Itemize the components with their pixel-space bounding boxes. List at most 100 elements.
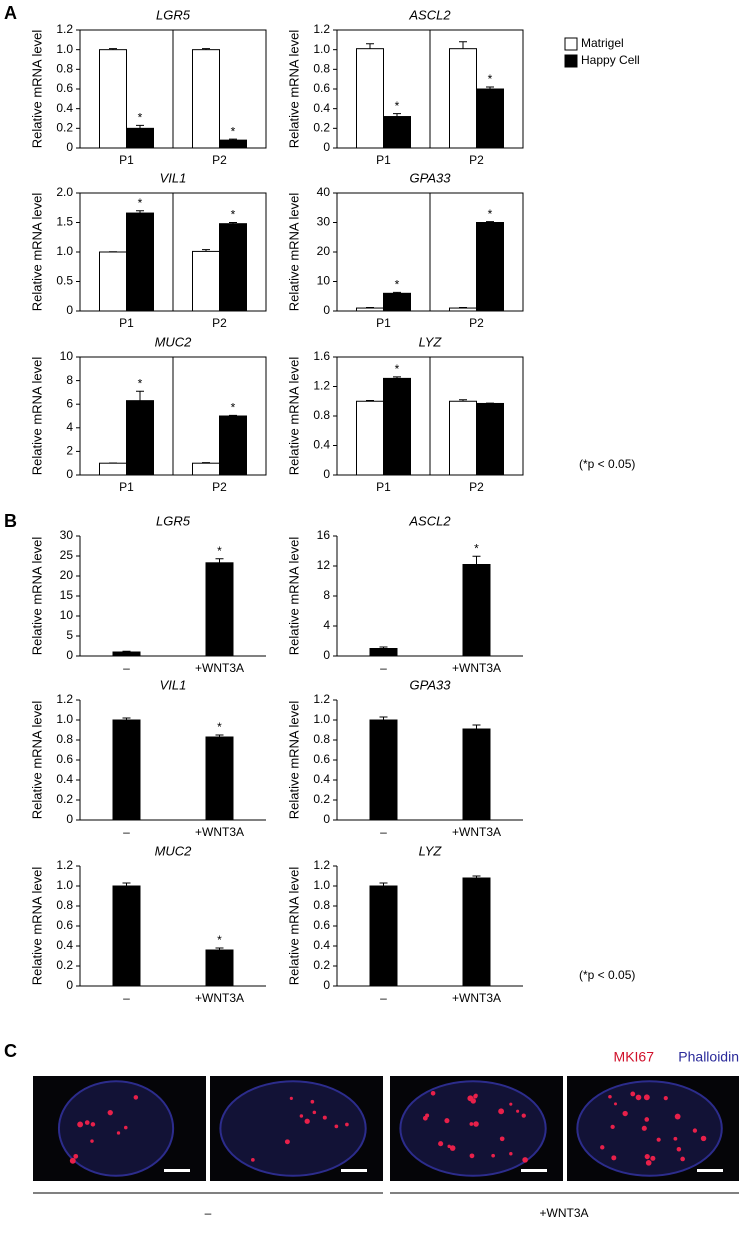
y-tick-label: 0 bbox=[66, 303, 73, 317]
x-tick-label: – bbox=[380, 991, 387, 1005]
error-bar bbox=[109, 48, 117, 50]
chart-title: VIL1 bbox=[160, 677, 187, 692]
x-tick-label: +WNT3A bbox=[195, 991, 244, 1005]
y-tick-label: 0 bbox=[323, 467, 330, 481]
nucleus-signal bbox=[284, 1139, 290, 1145]
scale-bar bbox=[521, 1169, 547, 1172]
bar bbox=[356, 400, 384, 476]
y-tick-label: 1.0 bbox=[56, 42, 73, 56]
nucleus-signal bbox=[90, 1122, 96, 1127]
y-tick-label: 1.0 bbox=[313, 712, 330, 726]
bar bbox=[369, 648, 398, 657]
y-tick-label: 0.6 bbox=[56, 81, 73, 95]
nucleus-signal bbox=[251, 1157, 255, 1162]
y-tick-label: 0.6 bbox=[56, 918, 73, 932]
bar bbox=[383, 377, 411, 476]
footnote: (*p < 0.05) bbox=[579, 457, 635, 471]
error-bar bbox=[366, 43, 374, 49]
error-bar bbox=[229, 222, 237, 224]
nucleus-signal bbox=[449, 1145, 456, 1151]
bar bbox=[449, 48, 477, 149]
bar bbox=[369, 885, 398, 987]
x-tick-label: P1 bbox=[376, 480, 391, 494]
error-bar bbox=[136, 210, 144, 214]
x-tick-label: +WNT3A bbox=[452, 661, 501, 675]
y-tick-label: 1.2 bbox=[56, 858, 73, 872]
x-tick-label: +WNT3A bbox=[195, 825, 244, 839]
y-tick-label: 1.0 bbox=[56, 712, 73, 726]
organoid bbox=[576, 1080, 723, 1177]
error-bar bbox=[393, 113, 401, 117]
significance-mark: * bbox=[217, 933, 222, 947]
bar bbox=[356, 307, 384, 312]
chart-title: GPA33 bbox=[410, 170, 452, 185]
nucleus-signal bbox=[673, 1136, 678, 1141]
error-bar bbox=[486, 86, 494, 89]
nucleus-signal bbox=[630, 1091, 636, 1097]
panel-label: C bbox=[4, 1041, 17, 1061]
nucleus-signal bbox=[622, 1110, 628, 1117]
bar bbox=[205, 736, 234, 821]
nucleus-signal bbox=[491, 1153, 495, 1158]
error-bar bbox=[366, 306, 374, 309]
nucleus-signal bbox=[521, 1113, 526, 1118]
bar bbox=[192, 250, 220, 312]
chart-title: ASCL2 bbox=[408, 7, 451, 22]
y-tick-label: 8 bbox=[66, 373, 73, 387]
error-bar bbox=[215, 734, 224, 737]
bar bbox=[192, 49, 220, 149]
chart-title: ASCL2 bbox=[408, 513, 451, 528]
significance-mark: * bbox=[217, 544, 222, 558]
legend-swatch bbox=[564, 54, 578, 68]
y-tick-label: 16 bbox=[317, 528, 331, 542]
y-axis-label: Relative mRNA level bbox=[286, 30, 301, 149]
nucleus-signal bbox=[299, 1114, 304, 1118]
error-bar bbox=[215, 947, 224, 950]
bar bbox=[476, 88, 504, 149]
x-tick-label: P1 bbox=[376, 316, 391, 330]
significance-mark: * bbox=[231, 208, 236, 222]
error-bar bbox=[136, 124, 144, 129]
y-tick-label: 0.8 bbox=[313, 898, 330, 912]
error-bar bbox=[122, 882, 131, 886]
nucleus-signal bbox=[656, 1137, 661, 1142]
y-axis-label: Relative mRNA level bbox=[286, 867, 301, 986]
y-tick-label: 1.5 bbox=[56, 215, 73, 229]
y-axis-label: Relative mRNA level bbox=[286, 537, 301, 656]
significance-mark: * bbox=[395, 362, 400, 376]
bar bbox=[383, 292, 411, 312]
y-axis-label: Relative mRNA level bbox=[29, 537, 44, 656]
x-tick-label: – bbox=[123, 825, 130, 839]
x-tick-label: P2 bbox=[212, 153, 227, 167]
nucleus-signal bbox=[509, 1152, 513, 1156]
y-tick-label: 2.0 bbox=[56, 185, 73, 199]
nucleus-signal bbox=[334, 1124, 339, 1129]
bar bbox=[112, 885, 141, 987]
y-axis-label: Relative mRNA level bbox=[29, 30, 44, 149]
x-tick-label: +WNT3A bbox=[195, 661, 244, 675]
significance-mark: * bbox=[138, 111, 143, 125]
significance-mark: * bbox=[488, 72, 493, 86]
bar bbox=[112, 651, 141, 657]
nucleus-signal bbox=[438, 1141, 444, 1147]
y-axis-label: Relative mRNA level bbox=[29, 867, 44, 986]
x-tick-label: +WNT3A bbox=[452, 991, 501, 1005]
bar bbox=[205, 949, 234, 987]
y-tick-label: 6 bbox=[66, 396, 73, 410]
y-tick-label: 0.8 bbox=[313, 62, 330, 76]
nucleus-signal bbox=[310, 1099, 315, 1104]
y-tick-label: 0 bbox=[323, 303, 330, 317]
error-bar bbox=[486, 221, 494, 223]
panel-label: B bbox=[4, 511, 17, 531]
x-tick-label: +WNT3A bbox=[452, 825, 501, 839]
x-tick-label: – bbox=[380, 661, 387, 675]
significance-mark: * bbox=[217, 720, 222, 734]
bar bbox=[205, 562, 234, 657]
bar bbox=[462, 728, 491, 821]
y-tick-label: 0 bbox=[66, 978, 73, 992]
bar bbox=[99, 49, 127, 149]
bar bbox=[476, 402, 504, 476]
nucleus-signal bbox=[692, 1128, 698, 1133]
significance-mark: * bbox=[395, 99, 400, 113]
